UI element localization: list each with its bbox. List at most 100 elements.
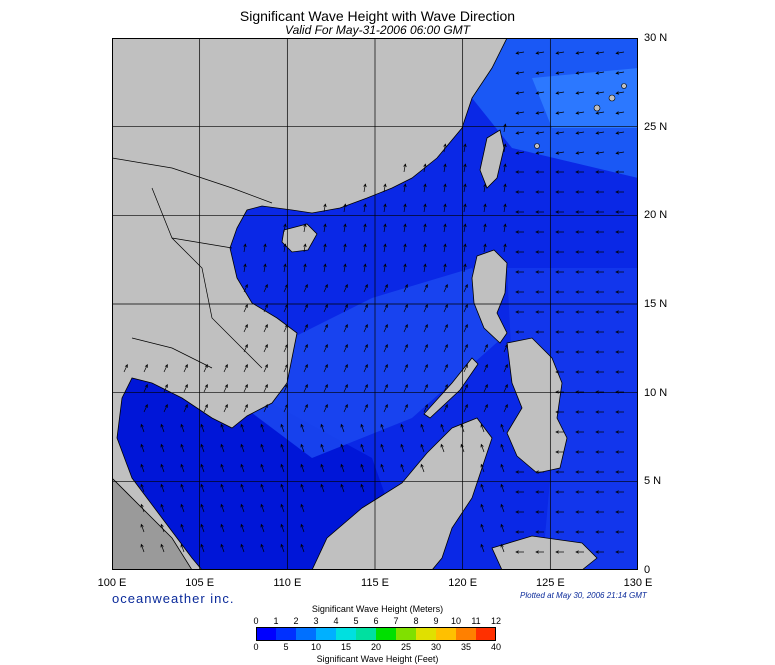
wave-arrow — [383, 183, 387, 193]
land-sulawesi — [491, 535, 598, 570]
wave-arrow — [240, 543, 245, 553]
wave-arrow — [515, 250, 524, 254]
wave-arrow — [140, 523, 145, 533]
wave-arrow — [203, 384, 208, 393]
wave-arrow — [555, 370, 564, 374]
wave-arrow — [323, 223, 327, 233]
wave-arrow — [180, 543, 185, 553]
wave-arrow — [535, 250, 544, 254]
wave-arrow — [515, 230, 524, 234]
wave-arrow — [160, 483, 165, 493]
wave-arrow — [595, 550, 604, 554]
wave-arrow — [303, 304, 308, 313]
wave-arrow — [483, 183, 487, 193]
wave-arrow — [280, 523, 285, 533]
wave-direction-arrows — [123, 51, 625, 554]
wave-arrow — [595, 330, 604, 334]
wave-arrow — [163, 404, 168, 413]
wave-arrow — [320, 483, 325, 493]
land-taiwan — [479, 129, 505, 189]
wave-arrow — [535, 170, 544, 174]
wave-arrow — [615, 330, 624, 334]
wave-arrow — [555, 470, 564, 474]
wave-arrow — [615, 270, 624, 274]
wave-arrow — [303, 364, 308, 373]
wave-arrow — [260, 463, 265, 473]
wave-arrow — [240, 463, 245, 473]
lon-tick-label: 100 E — [97, 577, 127, 589]
wave-arrow — [283, 243, 287, 253]
wave-arrow — [483, 203, 487, 213]
wave-arrow — [463, 344, 468, 353]
wave-arrow — [423, 203, 427, 213]
wave-arrow — [515, 490, 524, 494]
legend-meters-tick: 8 — [413, 616, 419, 626]
wave-arrow — [503, 223, 507, 233]
wave-arrow — [283, 223, 287, 233]
wave-arrow — [303, 324, 308, 333]
wave-arrow — [515, 530, 524, 534]
wave-arrow — [575, 111, 585, 115]
wave-arrow — [303, 384, 308, 393]
legend-feet-tick: 40 — [490, 642, 501, 652]
wave-arrow — [575, 550, 584, 554]
legend-meters-tick: 11 — [471, 616, 481, 626]
wave-arrow — [575, 510, 584, 514]
wave-arrow — [535, 290, 544, 294]
wave-arrow — [200, 543, 205, 553]
wave-arrow — [555, 290, 564, 294]
wave-arrow — [403, 364, 408, 373]
wave-arrow — [555, 550, 564, 554]
wave-arrow — [483, 404, 488, 413]
wave-arrow — [615, 91, 625, 95]
land-mainland-asia — [112, 38, 508, 570]
wave-arrow — [363, 304, 368, 313]
wave-arrow — [160, 443, 165, 453]
wave-arrow — [303, 263, 307, 273]
wave-arrow — [575, 290, 584, 294]
wave-arrow — [483, 243, 487, 253]
legend-meters-tick: 12 — [490, 616, 501, 626]
wave-arrow — [535, 71, 545, 75]
wave-arrow — [143, 404, 148, 413]
land-palawan — [423, 357, 479, 419]
wave-arrow — [363, 223, 367, 233]
wave-arrow — [515, 510, 524, 514]
wave-arrow — [575, 470, 584, 474]
legend-swatch — [336, 627, 357, 641]
wave-arrow — [555, 51, 565, 55]
wave-arrow — [595, 270, 604, 274]
wave-arrow — [160, 523, 165, 533]
land-borneo — [311, 417, 493, 570]
wave-arrow — [160, 503, 165, 513]
wave-arrow — [595, 111, 605, 115]
wave-arrow — [403, 223, 407, 233]
wave-arrow — [343, 304, 348, 313]
wave-arrow — [615, 430, 624, 434]
wave-arrow — [535, 210, 544, 214]
wave-arrow — [163, 364, 168, 373]
wave-arrow — [160, 463, 165, 473]
wave-arrow — [403, 263, 407, 273]
wave-arrow — [515, 51, 525, 55]
wave-arrow — [615, 530, 624, 534]
wave-arrow — [595, 71, 605, 75]
wave-arrow — [443, 344, 448, 353]
legend-meters-tick: 9 — [433, 616, 439, 626]
wave-arrow — [343, 344, 348, 353]
wave-arrow — [423, 344, 428, 353]
wave-arrow — [535, 91, 545, 95]
wave-arrow — [403, 183, 407, 193]
wave-arrow — [595, 51, 605, 55]
wave-arrow — [443, 284, 448, 293]
map-title: Significant Wave Height with Wave Direct… — [239, 8, 516, 24]
wave-arrow — [403, 324, 408, 333]
lon-tick-label: 105 E — [185, 577, 215, 589]
wave-arrow — [343, 324, 348, 333]
wave-arrow — [555, 151, 565, 155]
wave-arrow — [503, 344, 508, 353]
wave-arrow — [515, 290, 524, 294]
wave-arrow — [220, 463, 225, 473]
wave-arrow — [463, 203, 467, 213]
wave-arrow — [480, 503, 485, 513]
